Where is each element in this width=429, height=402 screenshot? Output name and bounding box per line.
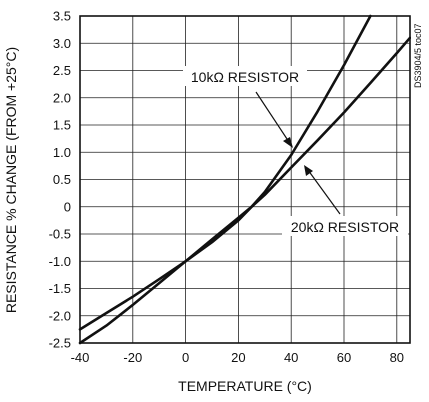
y-tick-label: -0.5	[49, 227, 71, 242]
side-code: DS3904/5 toc07	[413, 23, 423, 88]
series-line-10k	[78, 14, 372, 345]
series-layer	[78, 14, 412, 345]
x-tick-label: 20	[231, 350, 245, 365]
y-tick-label: 3.0	[53, 36, 71, 51]
y-tick-label: 2.5	[53, 63, 71, 78]
x-tick-label: -40	[71, 350, 90, 365]
y-axis-title: RESISTANCE % CHANGE (FROM +25°C)	[3, 47, 19, 313]
x-tick-label: 40	[284, 350, 298, 365]
x-tick-label: 0	[182, 350, 189, 365]
x-tick-label: 60	[337, 350, 351, 365]
x-tick-label: 80	[390, 350, 404, 365]
series-line-20k	[78, 36, 412, 331]
annotation-20k-label: 20kΩ RESISTOR	[291, 219, 399, 235]
annotation-20k-arrowhead	[304, 165, 313, 176]
y-tick-label: -2.5	[49, 336, 71, 351]
y-tick-label: -1.5	[49, 281, 71, 296]
annotation-10k-arrowhead	[283, 137, 293, 148]
y-tick-label: -2.0	[49, 308, 71, 323]
tick-label-layer: -40 -20 0 20 40 60 80 -2.5 -2.0 -1.5 -1.0 -0.5 0 0.5 1…	[49, 9, 404, 366]
y-tick-label: 2.0	[53, 90, 71, 105]
annotation-20k-background	[282, 216, 408, 236]
grid-layer	[79, 15, 410, 344]
annotation-10k-arrow	[255, 91, 290, 143]
x-axis-title: TEMPERATURE (°C)	[178, 378, 312, 394]
side-code-background	[411, 14, 425, 96]
y-tick-label: 0	[64, 199, 71, 214]
annotation-10k-label: 10kΩ RESISTOR	[191, 69, 299, 85]
y-tick-label: -1.0	[49, 254, 71, 269]
x-tick-label: -20	[123, 350, 142, 365]
annotation-20k-arrow	[307, 169, 341, 215]
y-tick-label: 3.5	[53, 9, 71, 24]
annotation-10k-background	[183, 66, 307, 86]
y-tick-label: 1.5	[53, 118, 71, 133]
y-tick-label: 0.5	[53, 172, 71, 187]
plot-frame	[79, 15, 411, 344]
y-tick-label: 1.0	[53, 145, 71, 160]
